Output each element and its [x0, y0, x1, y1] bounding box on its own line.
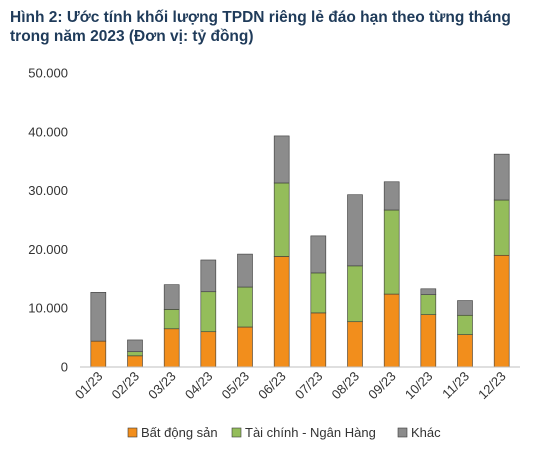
bar-segment — [237, 253, 253, 288]
bar-segment — [457, 314, 473, 335]
bar-segment — [310, 235, 327, 274]
x-tick-label: 08/23 — [329, 369, 363, 403]
bar-segment — [163, 328, 180, 368]
y-tick-label: 20.000 — [28, 242, 68, 257]
bar-segment — [493, 254, 510, 368]
x-tick-label: 05/23 — [219, 369, 253, 403]
y-tick-label: 30.000 — [28, 183, 68, 198]
bar-segment — [163, 284, 180, 310]
legend-label: Khác — [411, 425, 441, 440]
y-tick-label: 10.000 — [28, 301, 68, 316]
legend-label: Tài chính - Ngân Hàng — [245, 425, 376, 440]
bar-segment — [200, 331, 217, 368]
bar-segment — [310, 272, 327, 314]
legend-label: Bất động sản — [141, 425, 218, 440]
bar-segment — [127, 339, 143, 353]
x-tick-label: 03/23 — [145, 369, 179, 403]
bar-segment — [493, 199, 510, 256]
bar-segment — [237, 286, 253, 328]
bar-segment — [237, 326, 253, 368]
bar-segment — [420, 294, 437, 315]
legend-swatch — [127, 427, 138, 438]
bar-segment — [200, 259, 217, 293]
x-axis: 01/23 02/23 03/23 04/23 05/23 06/23 07/23 08/23… — [72, 369, 509, 403]
x-tick-label: 01/23 — [72, 369, 106, 403]
bar-segment — [163, 309, 180, 330]
bar-segment — [383, 293, 400, 368]
bar-segment — [383, 209, 400, 295]
x-tick-label: 07/23 — [292, 369, 326, 403]
x-tick-label: 10/23 — [402, 369, 436, 403]
x-tick-label: 09/23 — [365, 369, 399, 403]
x-tick-label: 06/23 — [255, 369, 289, 403]
bar-segment — [90, 340, 107, 368]
x-tick-label: 11/23 — [439, 369, 472, 402]
bar-segment — [347, 321, 363, 368]
legend-swatch — [397, 427, 408, 438]
bar-segment — [347, 194, 363, 267]
bars — [90, 135, 510, 368]
x-tick-label: 02/23 — [109, 369, 143, 403]
chart-title: Hình 2: Ước tính khối lượng TPDN riêng l… — [10, 9, 511, 45]
x-tick-label: 12/23 — [475, 369, 509, 403]
bar-segment — [273, 182, 290, 257]
bar-segment — [273, 256, 290, 368]
bar-segment — [493, 153, 510, 201]
legend-swatch — [231, 427, 242, 438]
bar-segment — [383, 181, 400, 211]
bar-segment — [420, 314, 437, 368]
bar-segment — [457, 334, 473, 368]
y-tick-label: 40.000 — [28, 124, 68, 139]
legend: Bất động sản Tài chính - Ngân Hàng Khác — [127, 425, 441, 440]
bar-segment — [457, 300, 473, 316]
bar-segment — [347, 265, 363, 323]
bar-segment — [127, 355, 143, 368]
bar-segment — [127, 351, 143, 357]
y-tick-label: 0 — [61, 360, 68, 375]
y-axis: 0 10.000 20.000 30.000 40.000 50.000 — [28, 66, 68, 375]
y-tick-label: 50.000 — [28, 66, 68, 81]
bar-segment — [310, 312, 327, 368]
x-tick-label: 04/23 — [182, 369, 216, 403]
bar-segment — [90, 292, 107, 342]
bar-segment — [273, 135, 290, 184]
bar-segment — [420, 288, 437, 295]
bar-segment — [200, 291, 217, 333]
